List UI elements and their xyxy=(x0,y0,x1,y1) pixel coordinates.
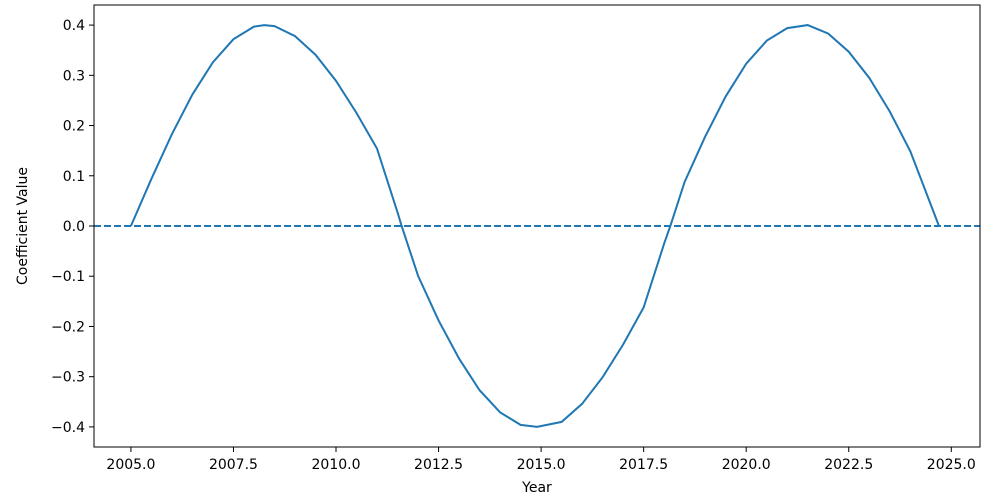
y-tick-label: −0.1 xyxy=(51,269,85,285)
y-tick-label: 0.2 xyxy=(63,119,85,135)
x-tick-label: 2010.0 xyxy=(312,457,361,473)
x-tick-label: 2007.5 xyxy=(209,457,258,473)
x-tick-label: 2015.0 xyxy=(517,457,566,473)
series-line-0 xyxy=(130,24,940,428)
x-tick-label: 2012.5 xyxy=(414,457,463,473)
y-tick-label: −0.4 xyxy=(51,420,85,436)
x-tick-label: 2017.5 xyxy=(619,457,668,473)
x-axis-label: Year xyxy=(521,480,552,495)
y-axis: −0.4 −0.3 −0.2 −0.1 0.0 0.1 0.2 0.3 0.4 xyxy=(51,18,94,436)
x-tick-label: 2025.0 xyxy=(927,457,976,473)
x-tick-label: 2020.0 xyxy=(722,457,771,473)
y-tick-label: 0.1 xyxy=(63,169,85,185)
y-tick-label: −0.2 xyxy=(51,319,85,335)
y-tick-label: 0.3 xyxy=(63,68,85,84)
y-axis-label: Coefficient Value xyxy=(15,167,31,285)
x-tick-label: 2005.0 xyxy=(106,457,155,473)
x-axis: 2005.0 2007.5 2010.0 2012.5 2015.0 2017.5 2020… xyxy=(106,447,976,473)
x-tick-label: 2022.5 xyxy=(824,457,873,473)
y-tick-label: 0.0 xyxy=(63,219,85,235)
y-tick-label: −0.3 xyxy=(51,370,85,386)
series-layer xyxy=(94,24,980,428)
y-tick-label: 0.4 xyxy=(63,18,85,34)
